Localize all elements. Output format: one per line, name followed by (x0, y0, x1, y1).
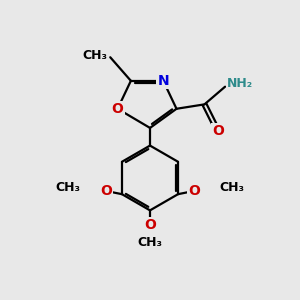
Text: N: N (158, 74, 169, 88)
Text: CH₃: CH₃ (56, 181, 81, 194)
Text: O: O (212, 124, 224, 138)
Text: O: O (188, 184, 200, 198)
Text: CH₃: CH₃ (219, 181, 244, 194)
Text: NH₂: NH₂ (226, 77, 253, 90)
Text: O: O (144, 218, 156, 232)
Text: O: O (100, 184, 112, 198)
Text: CH₃: CH₃ (82, 49, 107, 62)
Text: O: O (112, 102, 124, 116)
Text: CH₃: CH₃ (137, 236, 163, 249)
